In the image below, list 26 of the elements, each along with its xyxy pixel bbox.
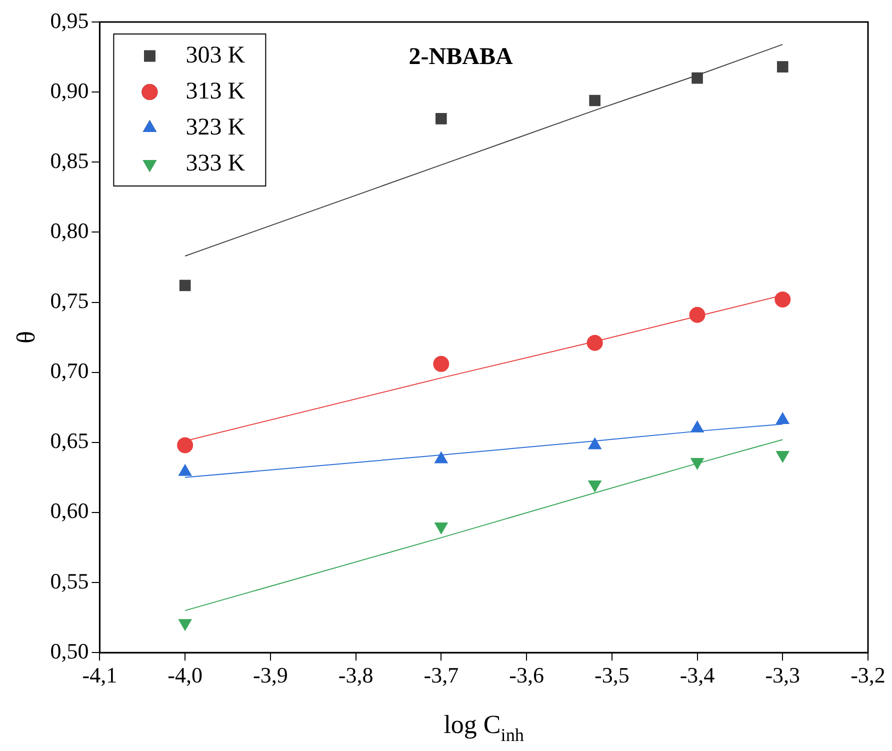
- x-tick-label: -4,1: [82, 662, 118, 688]
- x-tick-label: -3,6: [509, 662, 544, 688]
- y-tick-label: 0,60: [50, 498, 89, 524]
- y-tick-label: 0,50: [50, 638, 89, 664]
- legend-label: 303 K: [186, 42, 246, 68]
- legend-label: 323 K: [186, 114, 246, 140]
- y-tick-label: 0,85: [50, 148, 89, 173]
- y-tick-label: 0,65: [50, 428, 89, 454]
- y-tick-label: 0,75: [50, 288, 89, 314]
- x-tick-label: -4,0: [168, 662, 202, 688]
- x-tick-label: -3,9: [253, 662, 288, 688]
- legend-label: 333 K: [186, 150, 246, 176]
- x-tick-label: -3,7: [424, 662, 459, 688]
- x-tick-label: -3,8: [338, 662, 374, 688]
- y-tick-label: 0,55: [50, 568, 89, 594]
- x-tick-label: -3,3: [765, 662, 800, 688]
- y-tick-label: 0,95: [50, 8, 89, 33]
- x-tick-label: -3,4: [680, 662, 715, 688]
- x-tick-label: -3,5: [594, 662, 630, 688]
- y-tick-label: 0,90: [50, 78, 89, 103]
- x-tick-label: -3,2: [850, 662, 886, 688]
- y-tick-label: 0,80: [50, 218, 89, 243]
- text: 2-NBABA: [408, 44, 514, 70]
- y-tick-label: 0,70: [50, 358, 89, 384]
- y-axis-title: θ: [11, 331, 40, 344]
- legend-label: 313 K: [186, 78, 246, 104]
